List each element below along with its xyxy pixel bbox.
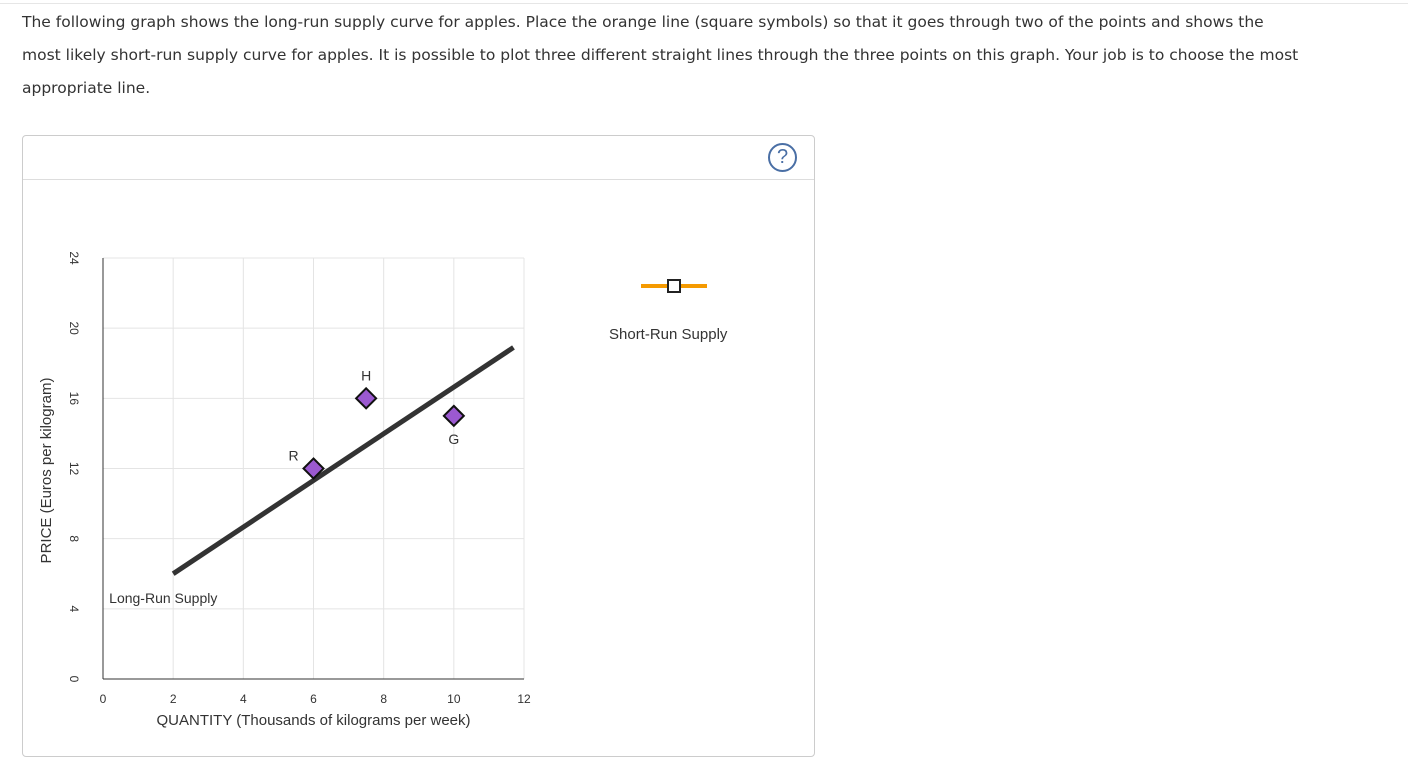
short-run-supply-tool-square <box>667 279 681 293</box>
point-r-label: R <box>288 448 298 464</box>
y-tick-label: 12 <box>67 462 81 476</box>
y-tick-label: 20 <box>67 321 81 335</box>
y-tick-label: 8 <box>67 535 81 542</box>
point-r-marker <box>302 457 325 480</box>
x-tick-label: 10 <box>447 692 461 706</box>
x-tick-label: 8 <box>380 692 387 706</box>
short-run-supply-label: Short-Run Supply <box>609 326 728 343</box>
point-h-label: H <box>361 367 371 383</box>
y-tick-label: 16 <box>67 392 81 406</box>
y-tick-label: 4 <box>67 605 81 612</box>
help-button[interactable]: ? <box>768 143 797 172</box>
x-tick-label: 6 <box>310 692 317 706</box>
graph-panel: ? 0 2 4 6 8 10 12 0 4 8 12 16 20 24 QUANTITY (Thousand… <box>22 135 815 757</box>
point-g-label: G <box>448 431 459 447</box>
short-run-supply-tool[interactable] <box>639 277 709 295</box>
long-run-supply-line <box>171 345 515 576</box>
top-divider <box>0 3 1408 4</box>
point-h-marker <box>354 386 378 410</box>
point-g-marker <box>442 404 466 428</box>
x-tick-label: 12 <box>517 692 531 706</box>
x-axis-title: QUANTITY (Thousands of kilograms per wee… <box>157 712 471 729</box>
y-tick-label: 24 <box>67 251 81 265</box>
y-tick-label: 0 <box>67 676 81 683</box>
x-tick-label: 0 <box>100 692 107 706</box>
y-axis-title: PRICE (Euros per kilogram) <box>38 378 55 564</box>
panel-header: ? <box>23 136 814 180</box>
x-tick-label: 4 <box>240 692 247 706</box>
long-run-supply-label: Long-Run Supply <box>109 590 217 606</box>
x-tick-label: 2 <box>170 692 177 706</box>
question-text: The following graph shows the long-run s… <box>22 13 1299 97</box>
